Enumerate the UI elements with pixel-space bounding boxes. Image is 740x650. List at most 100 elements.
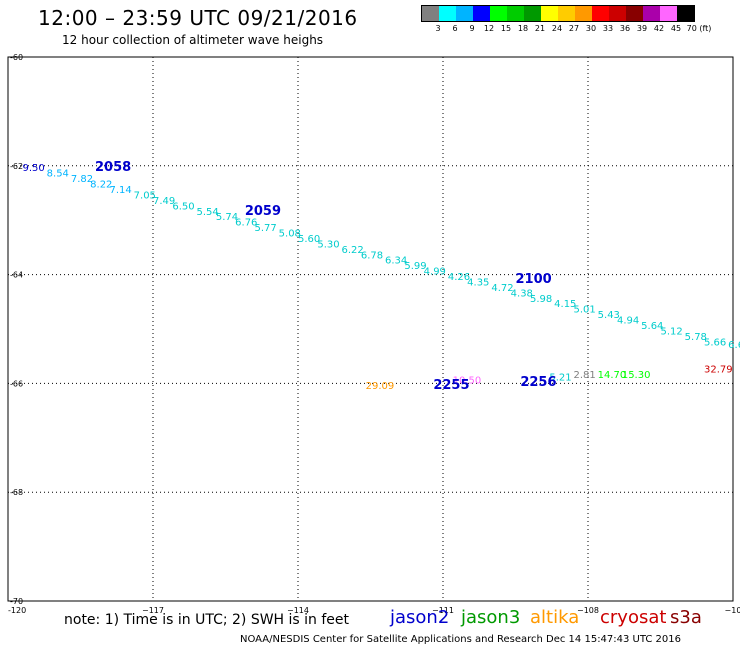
wave-height-value: 7.05 (134, 190, 156, 201)
wave-height-value: 2.81 (574, 370, 596, 381)
wave-height-value: 8.54 (47, 169, 69, 180)
units-note: note: 1) Time is in UTC; 2) SWH is in fe… (64, 612, 350, 628)
legend-swatch (541, 6, 558, 21)
y-tick-label: -62 (10, 162, 23, 171)
x-tick-label: −114 (287, 606, 309, 615)
satellite-altika: altika (530, 607, 580, 628)
wave-height-value: 6.78 (361, 250, 383, 261)
pass-time-label: 2256 (520, 375, 556, 390)
x-tick-label: −108 (577, 606, 599, 615)
legend-swatch (439, 6, 456, 21)
wave-height-value: 5.64 (641, 321, 663, 332)
legend-swatch (592, 6, 609, 21)
y-tick-label: -64 (10, 271, 23, 280)
legend-label: 36 (619, 24, 631, 33)
legend-swatch (609, 6, 626, 21)
legend-swatch (473, 6, 490, 21)
wave-height-value: 4.38 (511, 288, 533, 299)
legend-swatch (558, 6, 575, 21)
legend-label: 15 (500, 24, 512, 33)
wave-height-value: 5.77 (255, 223, 277, 234)
wave-height-value: 5.12 (661, 326, 683, 337)
satellite-s3a: s3a (670, 607, 702, 628)
y-tick-label: -68 (10, 488, 23, 497)
wave-height-value: 5.30 (317, 239, 339, 250)
wave-height-value: 5.60 (298, 234, 320, 245)
legend-swatch (575, 6, 592, 21)
wave-height-value: 29.09 (366, 381, 395, 392)
wave-height-value: 4.26 (448, 272, 470, 283)
satellite-jason3: jason3 (461, 607, 521, 628)
wave-height-value: 7.49 (153, 196, 175, 207)
wave-height-value: 7.14 (110, 185, 132, 196)
legend-swatch (626, 6, 643, 21)
wave-height-value: 4.99 (424, 267, 446, 278)
credit-footer: NOAA/NESDIS Center for Satellite Applica… (240, 634, 682, 645)
legend-swatch (507, 6, 524, 21)
wave-height-value: 5.78 (685, 332, 707, 343)
legend-labels: 3 6 9 12 15 18 21 24 27 30 33 36 39 42 45 70 (ft) (421, 22, 711, 34)
wave-height-value: 6.22 (342, 245, 364, 256)
color-legend: 3 6 9 12 15 18 21 24 27 30 33 36 39 42 45 70 (ft) (421, 5, 711, 34)
wave-height-value: 4.35 (467, 277, 489, 288)
legend-label: 24 (551, 24, 563, 33)
wave-height-value: 6.34 (385, 256, 407, 267)
satellite-cryosat: cryosat (600, 607, 667, 628)
legend-label: 30 (585, 24, 597, 33)
wave-height-value: 5.08 (279, 229, 301, 240)
legend-swatch (524, 6, 541, 21)
x-tick-label: −111 (432, 606, 454, 615)
legend-label: 70 (ft) (686, 24, 712, 33)
wave-height-value: 5.74 (216, 212, 238, 223)
plot-frame (7, 56, 734, 602)
wave-height-value: 5.54 (197, 207, 219, 218)
legend-label: 9 (469, 24, 475, 33)
legend-label: 27 (568, 24, 580, 33)
wave-height-value: 14.70 (598, 370, 627, 381)
legend-label: 33 (602, 24, 614, 33)
pass-time-label: 2100 (516, 272, 552, 287)
legend-swatch (456, 6, 473, 21)
legend-label: 18 (517, 24, 529, 33)
y-tick-label: -60 (10, 53, 23, 62)
wave-height-value: 6.50 (172, 201, 194, 212)
y-tick-label: -66 (10, 379, 23, 388)
wave-height-value: 15.30 (622, 370, 651, 381)
pass-time-label: 2058 (95, 160, 131, 175)
wave-height-value: 5.98 (530, 294, 552, 305)
legend-swatch (660, 6, 677, 21)
wave-height-value: 5.01 (574, 305, 596, 316)
legend-swatch (490, 6, 507, 21)
wave-height-value: 9.50 (23, 163, 45, 174)
legend-label: 12 (483, 24, 495, 33)
map-title: 12:00 – 23:59 UTC 09/21/2016 (38, 6, 358, 30)
legend-label: 3 (435, 24, 441, 33)
legend-swatches (421, 5, 695, 22)
legend-label: 21 (534, 24, 546, 33)
legend-label: 6 (452, 24, 458, 33)
wave-height-value: 4.15 (554, 299, 576, 310)
legend-label: 42 (653, 24, 665, 33)
legend-label: 45 (670, 24, 682, 33)
wave-height-value: 10.50 (453, 375, 482, 386)
wave-height-value: 5.43 (598, 310, 620, 321)
x-tick-label: −10 (725, 606, 740, 615)
x-tick-label: −117 (142, 606, 164, 615)
pass-time-label: 2255 (433, 378, 469, 393)
wave-height-value: 4.72 (491, 283, 513, 294)
wave-height-value: 6.61 (728, 340, 740, 351)
wave-height-value: 5.99 (404, 261, 426, 272)
wave-height-value: 8.22 (90, 180, 112, 191)
wave-height-value: 6.76 (235, 218, 257, 229)
wave-height-value: 5.66 (704, 337, 726, 348)
wave-height-value: 32.79 (704, 365, 733, 376)
wave-height-value: 7.82 (71, 174, 93, 185)
legend-swatch (677, 6, 694, 21)
y-tick-label: -70 (10, 597, 23, 606)
map-subtitle: 12 hour collection of altimeter wave hei… (62, 33, 324, 47)
legend-swatch (643, 6, 660, 21)
wave-height-value: 4.94 (617, 316, 639, 327)
satellite-jason2: jason2 (390, 607, 450, 628)
wave-height-value: 5.21 (549, 373, 571, 384)
